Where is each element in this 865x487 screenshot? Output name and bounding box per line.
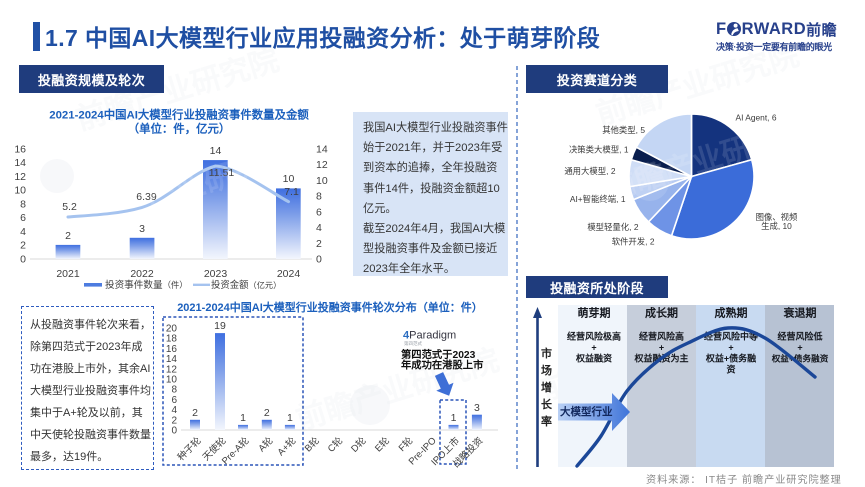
svg-text:14: 14 (210, 145, 222, 157)
svg-text:14: 14 (316, 143, 328, 155)
svg-text:5.2: 5.2 (62, 201, 77, 213)
svg-text:11.51: 11.51 (209, 167, 235, 179)
svg-text:10: 10 (316, 175, 328, 187)
svg-text:其他类型, 5: 其他类型, 5 (602, 125, 645, 135)
svg-text:权益+债务融资: 权益+债务融资 (771, 353, 829, 364)
svg-text:2: 2 (192, 407, 198, 419)
svg-text:18: 18 (166, 334, 178, 345)
svg-text:16: 16 (166, 344, 178, 355)
svg-text:生成, 10: 生成, 10 (761, 221, 792, 231)
svg-text:12: 12 (316, 159, 328, 171)
svg-text:4: 4 (316, 222, 322, 234)
svg-text:成长期: 成长期 (645, 306, 678, 320)
svg-text:C轮: C轮 (325, 434, 345, 454)
svg-text:2021-2024中国AI大模型行业投融资事件数量及金额: 2021-2024中国AI大模型行业投融资事件数量及金额 (49, 108, 309, 122)
svg-text:+: + (591, 343, 596, 353)
svg-text:大模型行业: 大模型行业 (560, 405, 613, 418)
svg-text:增: 增 (541, 380, 552, 394)
svg-text:衰退期: 衰退期 (783, 306, 817, 320)
svg-text:7.1: 7.1 (284, 186, 299, 198)
svg-text:4: 4 (171, 405, 177, 416)
svg-text:2024: 2024 (277, 268, 301, 280)
svg-text:萌芽期: 萌芽期 (578, 306, 611, 320)
svg-text:经营风险高: 经营风险高 (639, 331, 684, 342)
svg-text:经营风险低: 经营风险低 (777, 331, 822, 342)
svg-text:12: 12 (166, 364, 178, 375)
svg-text:B轮: B轮 (302, 434, 322, 454)
svg-text:2: 2 (316, 238, 322, 250)
svg-text:6: 6 (316, 206, 322, 218)
svg-text:4Paradigm: 4Paradigm (403, 330, 456, 342)
svg-text:19: 19 (214, 320, 226, 332)
svg-text:2021-2024中国AI大模型行业投融资事件轮次分布（单位: 2021-2024中国AI大模型行业投融资事件轮次分布（单位：件） (177, 300, 483, 314)
svg-text:经营风险极高: 经营风险极高 (567, 331, 621, 342)
svg-text:1: 1 (240, 412, 246, 424)
svg-text:种子轮: 种子轮 (175, 434, 204, 463)
svg-text:场: 场 (541, 363, 552, 377)
svg-text:2: 2 (264, 407, 270, 419)
svg-text:经营风险中等: 经营风险中等 (704, 331, 758, 342)
svg-text:6.39: 6.39 (136, 191, 157, 203)
svg-text:权益+债务融: 权益+债务融 (705, 353, 756, 364)
svg-text:成熟期: 成熟期 (715, 306, 748, 320)
svg-text:10: 10 (166, 375, 178, 386)
svg-text:4: 4 (20, 226, 26, 238)
svg-text:8: 8 (316, 191, 322, 203)
svg-text:14: 14 (166, 354, 178, 365)
svg-text:0: 0 (171, 426, 177, 437)
svg-text:软件开发, 2: 软件开发, 2 (612, 237, 655, 247)
svg-text:模型轻量化, 2: 模型轻量化, 2 (587, 222, 639, 232)
svg-text:8: 8 (20, 198, 26, 210)
svg-text:2021: 2021 (56, 268, 80, 280)
svg-text:1: 1 (451, 412, 457, 424)
svg-text:市: 市 (541, 346, 552, 360)
svg-text:E轮: E轮 (372, 434, 392, 454)
svg-text:A轮: A轮 (256, 434, 276, 454)
svg-text:第四范式于2023: 第四范式于2023 (401, 348, 476, 361)
svg-text:A+轮: A+轮 (275, 434, 299, 458)
svg-text:2: 2 (65, 230, 71, 242)
svg-text:AI+智能终端, 1: AI+智能终端, 1 (570, 194, 626, 204)
svg-text:2: 2 (20, 240, 26, 252)
svg-text:第四范式: 第四范式 (404, 340, 422, 347)
svg-text:6: 6 (20, 212, 26, 224)
svg-text:D轮: D轮 (349, 434, 369, 454)
svg-text:（单位：件，亿元）: （单位：件，亿元） (128, 122, 231, 136)
svg-text:8: 8 (171, 385, 177, 396)
svg-text:12: 12 (14, 171, 26, 183)
svg-text:20: 20 (166, 324, 178, 335)
svg-text:图像、视频: 图像、视频 (756, 212, 798, 222)
svg-text:年成功在港股上市: 年成功在港股上市 (401, 359, 483, 372)
svg-text:F轮: F轮 (396, 434, 416, 454)
svg-text:决策类大模型, 1: 决策类大模型, 1 (569, 145, 629, 155)
svg-text:通用大模型, 2: 通用大模型, 2 (564, 166, 616, 176)
svg-text:+: + (659, 343, 664, 353)
svg-text:10: 10 (283, 173, 295, 185)
svg-text:3: 3 (474, 402, 480, 414)
svg-text:0: 0 (316, 254, 322, 266)
svg-text:3: 3 (139, 223, 145, 235)
svg-text:+: + (728, 343, 733, 353)
svg-text:1: 1 (287, 412, 293, 424)
svg-text:投资金额（亿元）: 投资金额（亿元） (211, 279, 281, 290)
svg-text:2022: 2022 (130, 268, 154, 280)
svg-text:10: 10 (14, 185, 26, 197)
svg-text:AI Agent, 6: AI Agent, 6 (736, 113, 777, 123)
svg-text:2: 2 (171, 415, 177, 426)
svg-text:2023: 2023 (204, 268, 228, 280)
svg-text:6: 6 (171, 395, 177, 406)
svg-text:+: + (797, 343, 802, 353)
svg-text:0: 0 (20, 254, 26, 266)
svg-text:投资事件数量（件）: 投资事件数量（件） (105, 279, 188, 291)
svg-text:权益融资: 权益融资 (575, 353, 612, 364)
svg-text:14: 14 (14, 157, 26, 169)
svg-text:资: 资 (726, 364, 735, 375)
svg-text:16: 16 (14, 143, 26, 155)
svg-text:率: 率 (541, 414, 552, 428)
svg-text:长: 长 (541, 397, 553, 411)
